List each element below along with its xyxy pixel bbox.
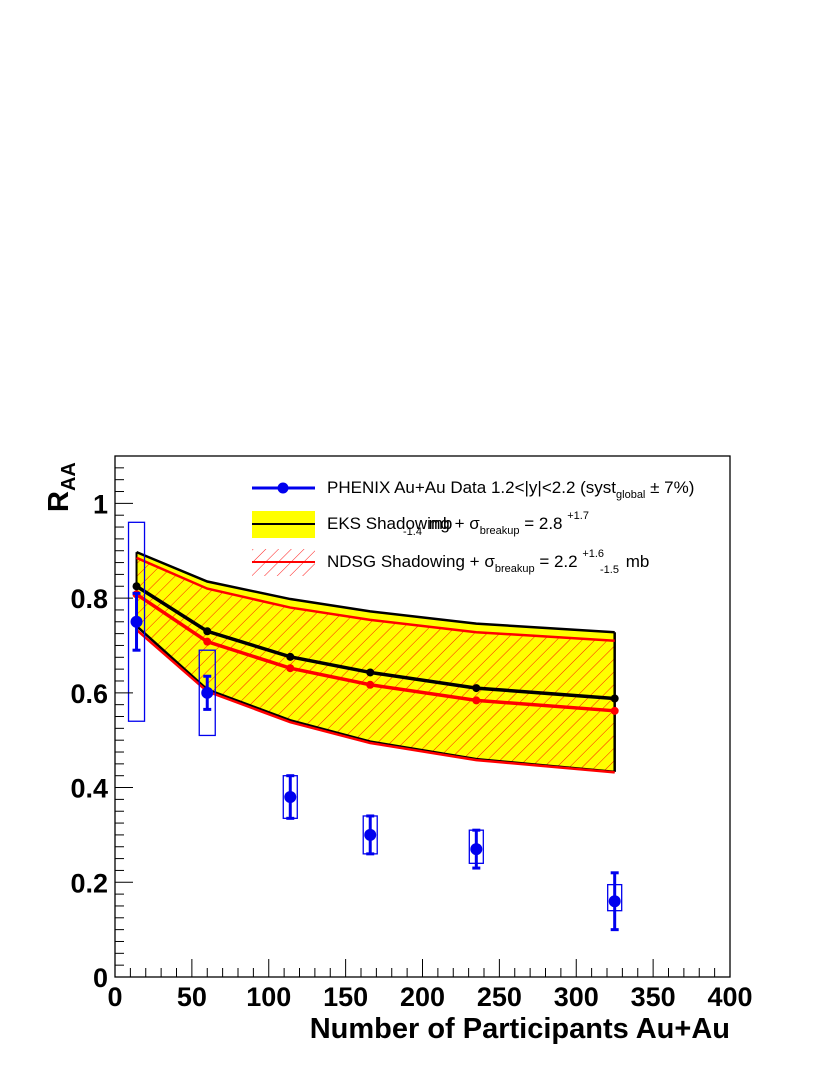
ndsg-band-hatch [136, 557, 615, 773]
ndsg-central-point [366, 680, 375, 689]
legend-data-label: PHENIX Au+Au Data 1.2<|y|<2.2 (systgloba… [327, 478, 694, 501]
x-tick-label: 150 [323, 982, 368, 1012]
legend-ndsg-sup-err: +1.6 [582, 548, 604, 560]
ndsg-lower-line [135, 628, 615, 774]
y-axis-title-sub: AA [58, 462, 80, 491]
axes: 0 50 100 150 200 250 300 350 400 0 0.2 0.4 0.6 0.8 1 [70, 455, 753, 1012]
x-tick-label: 400 [707, 982, 752, 1012]
legend-eks-mid: = 2.8 [520, 514, 568, 533]
legend-entry-data: PHENIX Au+Au Data 1.2<|y|<2.2 (systgloba… [252, 478, 694, 501]
legend-eks-text: EKS Shadowing + σ [327, 514, 480, 533]
legend-eks-sub-err: -1.4 [403, 526, 422, 538]
legend-entry-eks: EKS Shadowing + σbreakup = 2.8 +1.7 -1.4 … [252, 510, 589, 538]
ndsg-central-point [286, 664, 295, 673]
eks-central-point [472, 684, 481, 693]
x-tick-label: 250 [477, 982, 522, 1012]
legend-ndsg-unit: mb [621, 552, 649, 571]
legend-eks-sub: breakup [480, 525, 520, 537]
ndsg-central-line [135, 592, 615, 713]
legend-ndsg-label: NDSG Shadowing + σbreakup = 2.2 +1.6 -1.5… [327, 548, 649, 576]
y-tick-label: 0.4 [70, 774, 108, 804]
legend-eks-unit: mb [424, 514, 452, 533]
eks-central-line [135, 584, 615, 701]
eks-upper-line [136, 550, 615, 634]
eks-central-point [286, 652, 295, 661]
y-tick-label: 0.6 [70, 679, 108, 709]
x-tick-label: 100 [246, 982, 291, 1012]
eks-central-point [366, 668, 375, 677]
legend-data-tail: ± 7%) [645, 478, 694, 497]
y-axis-title: RAA [43, 462, 80, 512]
x-axis-title: Number of Participants Au+Au [310, 1013, 730, 1045]
data-point [130, 615, 143, 628]
ndsg-central-point [610, 706, 619, 715]
data-point [608, 895, 621, 908]
data-point [470, 843, 483, 856]
legend-ndsg-text: NDSG Shadowing + σ [327, 552, 495, 571]
ndsg-central-point [472, 696, 481, 705]
eks-central-point [132, 582, 141, 591]
legend-entry-ndsg: NDSG Shadowing + σbreakup = 2.2 +1.6 -1.5… [252, 548, 649, 576]
x-tick-label: 0 [107, 982, 122, 1012]
legend-data-sub: global [616, 489, 645, 501]
legend-ndsg-sub-err: -1.5 [600, 564, 619, 576]
legend: PHENIX Au+Au Data 1.2<|y|<2.2 (systgloba… [252, 478, 694, 576]
data-syst-box [198, 649, 216, 737]
x-tick-label: 300 [554, 982, 599, 1012]
eks-central-point [203, 627, 212, 636]
y-tick-label: 0.2 [70, 868, 108, 898]
legend-ndsg-sub: breakup [495, 563, 535, 575]
legend-eks-sup-err: +1.7 [567, 510, 589, 522]
data-syst-box [127, 521, 146, 722]
data-point [364, 828, 377, 841]
legend-ndsg-mid: = 2.2 [535, 552, 583, 571]
x-tick-label: 200 [400, 982, 445, 1012]
y-tick-label: 1 [93, 489, 108, 519]
legend-data-text: PHENIX Au+Au Data 1.2<|y|<2.2 (syst [327, 478, 616, 497]
y-tick-label: 0.8 [70, 584, 108, 614]
legend-eks-label: EKS Shadowing + σbreakup = 2.8 +1.7 -1.4 … [327, 510, 589, 538]
x-tick-label: 50 [177, 982, 207, 1012]
x-tick-label: 350 [631, 982, 676, 1012]
y-tick-label: 0 [93, 963, 108, 993]
y-axis-title-main: R [43, 491, 75, 512]
plot-area [127, 521, 623, 932]
eks-central-point [610, 694, 619, 703]
data-point [201, 686, 214, 699]
data-point [284, 791, 297, 804]
ndsg-central-point [203, 637, 212, 646]
legend-data-marker [277, 482, 289, 494]
ndsg-upper-line [136, 556, 615, 642]
